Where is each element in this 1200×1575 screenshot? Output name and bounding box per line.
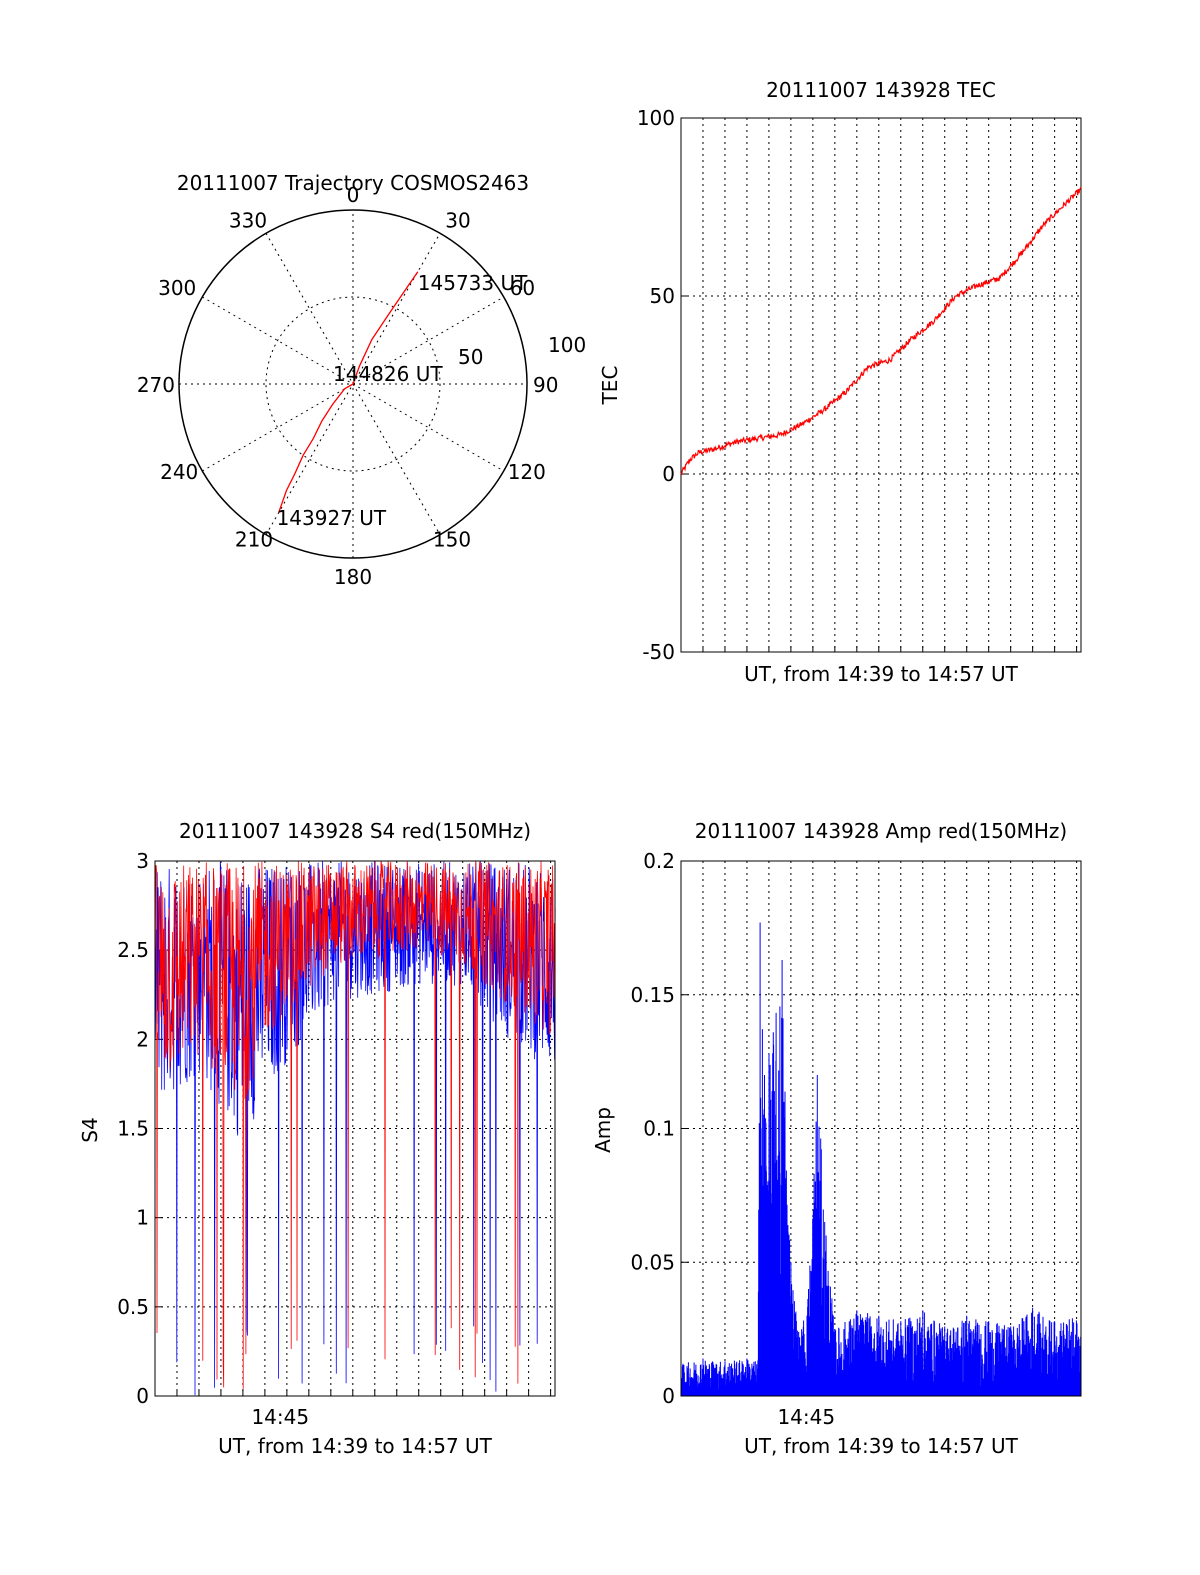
- s4-ytick-label: 0.5: [117, 1295, 149, 1319]
- amp-series: [680, 922, 1082, 1396]
- amp-ytick-label: 0.05: [630, 1250, 675, 1274]
- polar-angle-label: 120: [508, 460, 546, 484]
- s4-series: [154, 861, 556, 1396]
- amp-chart: 20111007 143928 Amp red(150MHz) 0.20.150…: [591, 819, 1082, 1458]
- tec-chart: 20111007 143928 TEC 100 50 0 -50 TEC UT, fr…: [598, 78, 1082, 686]
- amp-grid: [681, 860, 1081, 1397]
- polar-angle-label: 270: [137, 373, 175, 397]
- tec-xlabel: UT, from 14:39 to 14:57 UT: [744, 662, 1019, 686]
- s4-xlabel: UT, from 14:39 to 14:57 UT: [218, 1434, 493, 1458]
- s4-plot-frame: [154, 860, 556, 1397]
- s4-series-red-line: [154, 861, 556, 1389]
- amp-plot-frame: [680, 860, 1082, 1397]
- polar-angle-label: 210: [235, 528, 273, 552]
- polar-annotation: 144826 UT: [333, 362, 443, 386]
- polar-angle-label: 240: [160, 460, 198, 484]
- s4-ytick-label: 2: [136, 1027, 149, 1051]
- polar-annotation: 143927 UT: [277, 506, 387, 530]
- polar-radial-label-50: 50: [458, 345, 483, 369]
- polar-radial-label-100: 100: [548, 333, 586, 357]
- amp-ytick-label: 0.1: [643, 1117, 675, 1141]
- amp-x-tick-labels: 14:45: [777, 1405, 835, 1429]
- s4-ytick-label: 1: [136, 1206, 149, 1230]
- polar-angle-label: 0: [347, 183, 360, 207]
- tec-ytick-label: 50: [650, 284, 675, 308]
- polar-annotation: 145733 UT: [418, 271, 528, 295]
- s4-ytick-label: 1.5: [117, 1117, 149, 1141]
- s4-ytick-label: 2.5: [117, 938, 149, 962]
- s4-y-tick-labels: 3 2.5 2 1.5 1 0.5 0: [117, 849, 149, 1408]
- amp-title: 20111007 143928 Amp red(150MHz): [695, 819, 1067, 843]
- polar-grid-circle: [265, 296, 441, 472]
- s4-ytick-label: 0: [136, 1384, 149, 1408]
- s4-ytick-label: 3: [136, 849, 149, 873]
- s4-x-tick-labels: 14:45: [251, 1405, 309, 1429]
- polar-trajectory-chart: 20111007 Trajectory COSMOS2463 0 30 60 90 12…: [137, 171, 586, 589]
- polar-title: 20111007 Trajectory COSMOS2463: [177, 171, 529, 195]
- polar-angle-label: 330: [229, 208, 267, 232]
- trajectory-line: [277, 271, 419, 514]
- tec-ylabel: TEC: [598, 366, 622, 406]
- tec-y-tick-labels: 100 50 0 -50: [637, 106, 675, 664]
- tec-title: 20111007 143928 TEC: [766, 78, 996, 102]
- polar-angle-label: 60: [510, 276, 535, 300]
- tec-grid: [681, 117, 1081, 653]
- amp-ylabel: Amp: [591, 1107, 615, 1153]
- amp-ytick-label: 0.2: [643, 849, 675, 873]
- tec-plot-frame: [680, 117, 1082, 653]
- polar-angle-labels: 0 30 60 90 120 150 180 210 240 270 300 330: [137, 183, 559, 589]
- polar-angle-label: 300: [158, 276, 196, 300]
- tec-series-line: [680, 186, 1082, 476]
- s4-chart: 20111007 143928 S4 red(150MHz) 3 2.5 2 1.5 1…: [78, 819, 556, 1458]
- polar-angle-label: 30: [445, 208, 470, 232]
- polar-angle-label: 180: [334, 565, 372, 589]
- amp-ytick-label: 0.15: [630, 983, 675, 1007]
- amp-series-bars: [680, 922, 1082, 1396]
- s4-title: 20111007 143928 S4 red(150MHz): [179, 819, 531, 843]
- amp-y-tick-labels: 0.2 0.15 0.1 0.05 0: [630, 849, 675, 1408]
- tec-ytick-label: 100: [637, 106, 675, 130]
- s4-ylabel: S4: [78, 1117, 102, 1142]
- amp-xlabel: UT, from 14:39 to 14:57 UT: [744, 1434, 1019, 1458]
- amp-xtick-label: 14:45: [777, 1405, 835, 1429]
- s4-xtick-label: 14:45: [251, 1405, 309, 1429]
- amp-ytick-label: 0: [662, 1384, 675, 1408]
- tec-ytick-label: -50: [642, 640, 675, 664]
- tec-ytick-label: 0: [662, 462, 675, 486]
- polar-angle-label: 90: [533, 373, 558, 397]
- polar-annotations: 145733 UT 144826 UT 143927 UT: [277, 271, 529, 530]
- polar-angle-label: 150: [433, 528, 471, 552]
